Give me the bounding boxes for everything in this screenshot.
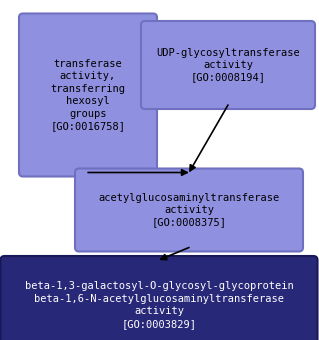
FancyBboxPatch shape	[1, 256, 317, 340]
Text: transferase
activity,
transferring
hexosyl
groups
[GO:0016758]: transferase activity, transferring hexos…	[50, 59, 125, 131]
Text: UDP-glycosyltransferase
activity
[GO:0008194]: UDP-glycosyltransferase activity [GO:000…	[156, 48, 300, 82]
FancyBboxPatch shape	[75, 169, 303, 252]
FancyBboxPatch shape	[141, 21, 315, 109]
Text: beta-1,3-galactosyl-O-glycosyl-glycoprotein
beta-1,6-N-acetylglucosaminyltransfe: beta-1,3-galactosyl-O-glycosyl-glycoprot…	[25, 282, 293, 328]
Text: acetylglucosaminyltransferase
activity
[GO:0008375]: acetylglucosaminyltransferase activity […	[98, 192, 280, 227]
FancyBboxPatch shape	[19, 14, 157, 176]
